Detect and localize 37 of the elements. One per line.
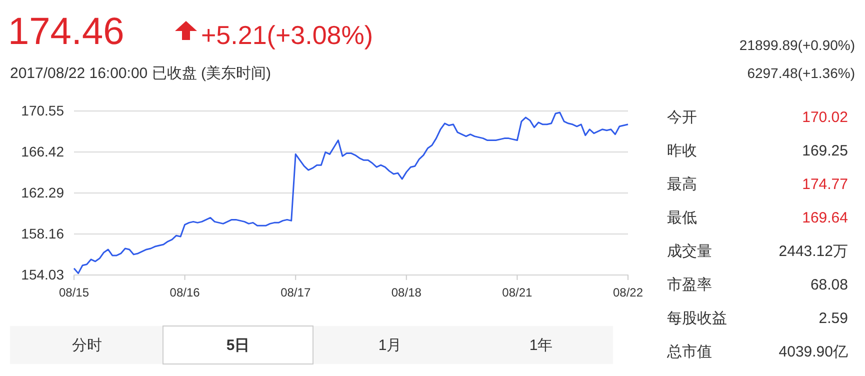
text: 最低 (667, 210, 697, 226)
text: 2.59 (818, 310, 848, 327)
y-tick-label: 158.16 (21, 225, 64, 242)
x-tick-label: 08/16 (170, 286, 200, 300)
text: 1年 (529, 337, 553, 354)
line-series (73, 112, 629, 274)
text: 市盈率 (667, 276, 712, 294)
text: 1月 (378, 337, 402, 354)
text: 成交量 (667, 243, 712, 260)
text: 174.77 (802, 176, 848, 193)
text: 每股收益 (667, 310, 727, 327)
x-tick-label: 08/18 (391, 286, 422, 300)
text: 174.46 (8, 11, 124, 53)
x-tick-label: 08/15 (58, 286, 90, 300)
text: 2017/08/22 16:00:00 已收盘 (美东时间) (10, 65, 271, 82)
text: 170.02 (802, 109, 848, 126)
text: 169.64 (802, 210, 848, 226)
text: 2443.12万 (778, 243, 848, 260)
text: 昨收 (667, 142, 697, 160)
text: 21899.89(+0.90%) (739, 37, 855, 53)
text: 总市值 (666, 344, 712, 360)
text: 5日 (226, 337, 250, 354)
text: 最高 (667, 176, 697, 193)
text: 今开 (667, 109, 697, 126)
text: 4039.90亿 (778, 344, 848, 360)
y-tick-label: 166.42 (21, 143, 64, 160)
text: 分时 (72, 337, 102, 354)
text: 6297.48(+1.36%) (747, 65, 855, 81)
x-tick-label: 08/21 (502, 286, 533, 300)
y-tick-label: 162.29 (21, 184, 64, 200)
y-tick-label: 154.03 (21, 266, 64, 282)
text: +5.21(+3.08%) (201, 20, 374, 50)
y-tick-label: 170.55 (21, 102, 64, 118)
x-tick-label: 08/22 (612, 286, 644, 300)
text: 68.08 (810, 276, 848, 294)
text: 169.25 (802, 142, 848, 160)
x-tick-label: 08/17 (280, 286, 311, 300)
